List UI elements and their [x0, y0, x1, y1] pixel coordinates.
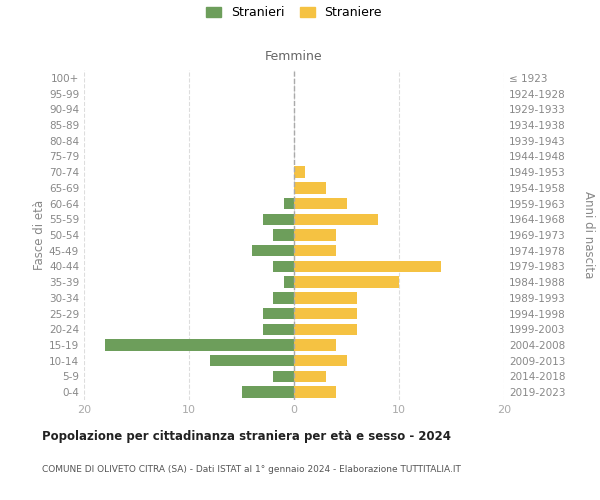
Bar: [263, 214, 294, 225]
Bar: [294, 230, 336, 240]
Bar: [252, 245, 294, 256]
Text: Popolazione per cittadinanza straniera per età e sesso - 2024: Popolazione per cittadinanza straniera p…: [42, 430, 451, 443]
Bar: [273, 230, 294, 240]
Bar: [294, 261, 441, 272]
Bar: [294, 308, 357, 319]
Bar: [294, 245, 336, 256]
Bar: [241, 386, 294, 398]
Legend: Stranieri, Straniere: Stranieri, Straniere: [206, 6, 382, 19]
Bar: [294, 324, 357, 335]
Bar: [284, 276, 294, 288]
Bar: [263, 308, 294, 319]
Bar: [294, 292, 357, 304]
Bar: [294, 276, 399, 288]
Bar: [294, 371, 325, 382]
Text: Femmine: Femmine: [265, 50, 323, 64]
Bar: [263, 324, 294, 335]
Text: COMUNE DI OLIVETO CITRA (SA) - Dati ISTAT al 1° gennaio 2024 - Elaborazione TUTT: COMUNE DI OLIVETO CITRA (SA) - Dati ISTA…: [42, 465, 461, 474]
Bar: [273, 292, 294, 304]
Bar: [284, 198, 294, 209]
Y-axis label: Anni di nascita: Anni di nascita: [582, 192, 595, 278]
Bar: [294, 355, 347, 366]
Bar: [294, 386, 336, 398]
Y-axis label: Fasce di età: Fasce di età: [33, 200, 46, 270]
Bar: [105, 340, 294, 350]
Bar: [294, 182, 325, 194]
Bar: [294, 198, 347, 209]
Bar: [273, 261, 294, 272]
Bar: [210, 355, 294, 366]
Bar: [294, 340, 336, 350]
Bar: [294, 214, 378, 225]
Bar: [273, 371, 294, 382]
Bar: [294, 166, 305, 178]
